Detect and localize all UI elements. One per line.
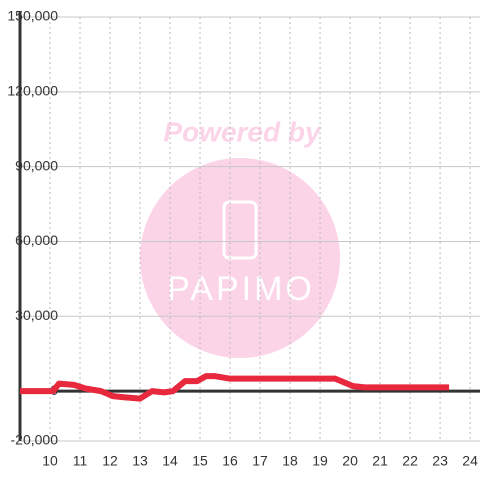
- x-tick-label: 23: [432, 453, 448, 469]
- x-tick-label: 24: [462, 453, 478, 469]
- x-tick-label: 21: [372, 453, 388, 469]
- y-tick-label: 60,000: [15, 232, 58, 248]
- x-tick-label: 10: [42, 453, 58, 469]
- x-tick-label: 14: [162, 453, 178, 469]
- y-tick-label: 120,000: [7, 83, 58, 99]
- watermark-icon: [222, 200, 258, 260]
- y-tick-label: 90,000: [15, 157, 58, 173]
- x-tick-label: 18: [282, 453, 298, 469]
- x-tick-label: 15: [192, 453, 208, 469]
- x-tick-label: 19: [312, 453, 328, 469]
- y-tick-label: 30,000: [15, 307, 58, 323]
- watermark-logo: PAPIMO: [167, 270, 315, 308]
- x-tick-label: 12: [102, 453, 118, 469]
- x-tick-label: 16: [222, 453, 238, 469]
- x-tick-label: 11: [73, 453, 88, 469]
- line: [20, 373, 450, 402]
- y-tick-label: -20,000: [11, 432, 59, 448]
- x-tick-label: 22: [402, 453, 418, 469]
- y-tick-label: 150,000: [7, 8, 58, 24]
- x-tick-label: 20: [342, 453, 358, 469]
- x-tick-label: 17: [252, 453, 268, 469]
- watermark-text: Powered by: [163, 116, 322, 147]
- x-tick-label: 13: [132, 453, 148, 469]
